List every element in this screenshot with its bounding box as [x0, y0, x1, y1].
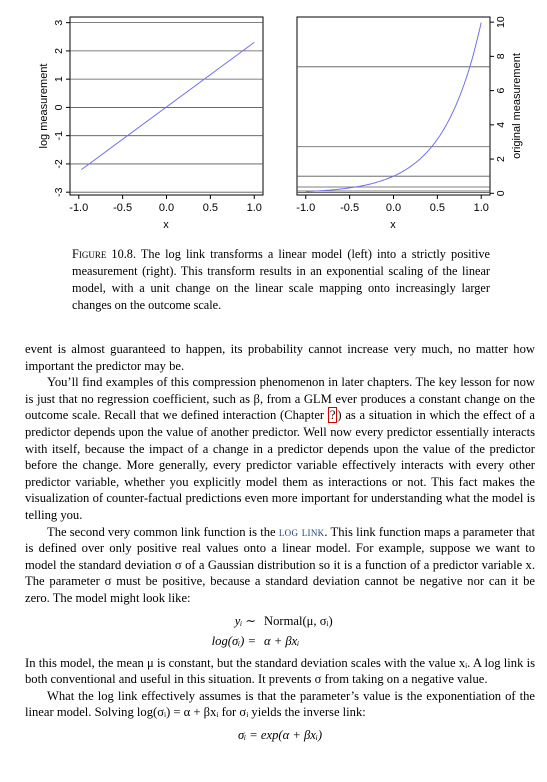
right-y-tick-label: 8	[495, 53, 507, 59]
paragraph-2-part-a: You’ll find examples of this compression…	[25, 375, 535, 423]
right-panel-original-scale: 0 2 4 6 8 10 -1.0 -0.5 0.0 0.5 1.0 x original mea…	[296, 16, 523, 231]
left-y-tick-label: -3	[53, 187, 65, 196]
right-series-curve	[305, 22, 482, 193]
paragraph-2: You’ll find examples of this compression…	[25, 374, 535, 523]
right-y-tick-label: 2	[495, 156, 507, 162]
left-y-axis-label: log measurement	[38, 64, 50, 149]
body-text: event is almost guaranteed to happen, it…	[25, 341, 535, 745]
left-x-tick-label: 0.5	[203, 202, 218, 214]
left-y-tick-label: 0	[53, 104, 65, 110]
right-series-curve-path	[305, 22, 482, 193]
figure-caption-label: Figure 10.8.	[72, 247, 137, 261]
right-x-axis-ticks: -1.0 -0.5 0.0 0.5 1.0	[296, 195, 489, 214]
right-y-tick-label: 6	[495, 88, 507, 94]
equation-inverse-link-text: σᵢ = exp(α + βxᵢ)	[237, 727, 323, 742]
left-x-tick-label: 0.0	[159, 202, 174, 214]
left-x-tick-label: -0.5	[113, 202, 132, 214]
log-link-term: log link	[278, 524, 325, 539]
paragraph-2-part-b: ) as a situation in which the effect of …	[25, 408, 535, 522]
paragraph-5: What the log link effectively assumes is…	[25, 688, 535, 720]
right-y-tick-label: 4	[495, 122, 507, 128]
left-y-tick-label: 2	[53, 48, 65, 54]
left-x-axis-ticks: -1.0 -0.5 0.0 0.5 1.0	[69, 195, 262, 214]
right-x-tick-label: -1.0	[296, 202, 315, 214]
paragraph-3: The second very common link function is …	[25, 524, 535, 607]
figure-10-8: -3 -2 -1 0 1 2 3 -1.0 -0.5 0.0 0.5 1.0 x log measu…	[38, 16, 523, 231]
left-y-tick-label: -1	[53, 131, 65, 140]
left-series-line	[81, 41, 255, 171]
equation-likelihood: yᵢ ∼ Normal(μ, σᵢ)	[25, 611, 535, 631]
chapter-reference-link[interactable]: ?	[327, 407, 338, 424]
right-plot-frame	[296, 16, 491, 196]
equation-likelihood-lhs: yᵢ ∼	[234, 613, 256, 628]
left-y-tick-label: -2	[53, 159, 65, 168]
left-y-tick-label: 3	[53, 20, 65, 26]
left-x-axis-label: x	[163, 219, 169, 231]
right-y-tick-label: 0	[495, 190, 507, 196]
paragraph-4: In this model, the mean μ is constant, b…	[25, 655, 535, 687]
left-plot-frame	[69, 16, 264, 196]
right-x-tick-label: 0.5	[430, 202, 445, 214]
left-x-tick-label: 1.0	[247, 202, 262, 214]
paragraph-1: event is almost guaranteed to happen, it…	[25, 342, 535, 373]
right-x-axis-label: x	[390, 219, 396, 231]
right-x-tick-label: -0.5	[340, 202, 359, 214]
left-panel-log-scale: -3 -2 -1 0 1 2 3 -1.0 -0.5 0.0 0.5 1.0 x log measu…	[38, 16, 264, 231]
right-x-tick-label: 0.0	[386, 202, 401, 214]
left-y-tick-label: 1	[53, 76, 65, 82]
left-y-axis-ticks: -3 -2 -1 0 1 2 3	[53, 20, 70, 197]
right-y-axis-label: original measurement	[511, 53, 523, 159]
equation-log-link-lhs: log(σᵢ) =	[211, 633, 256, 648]
equation-log-link: log(σᵢ) = α + βxᵢ	[25, 631, 535, 651]
left-series-line-path	[81, 41, 255, 171]
paragraph-3-part-a: The second very common link function is …	[47, 524, 279, 539]
left-x-tick-label: -1.0	[69, 202, 88, 214]
figure-caption: Figure 10.8. The log link transforms a l…	[72, 246, 490, 314]
equation-likelihood-rhs: Normal(μ, σᵢ)	[264, 613, 333, 628]
right-y-axis-ticks: 0 2 4 6 8 10	[490, 16, 507, 196]
right-y-tick-label: 10	[495, 16, 507, 28]
paragraph-3-part-b: . This link function maps a parameter th…	[25, 524, 535, 605]
left-gridlines	[70, 22, 263, 193]
figure-caption-text: The log link transforms a linear model (…	[72, 247, 490, 312]
equation-inverse-link: σᵢ = exp(α + βxᵢ)	[25, 725, 535, 745]
right-gridlines	[297, 66, 490, 193]
right-x-tick-label: 1.0	[474, 202, 489, 214]
equation-log-link-rhs: α + βxᵢ	[264, 633, 300, 648]
model-equations: yᵢ ∼ Normal(μ, σᵢ) log(σᵢ) = α + βxᵢ	[25, 611, 535, 651]
